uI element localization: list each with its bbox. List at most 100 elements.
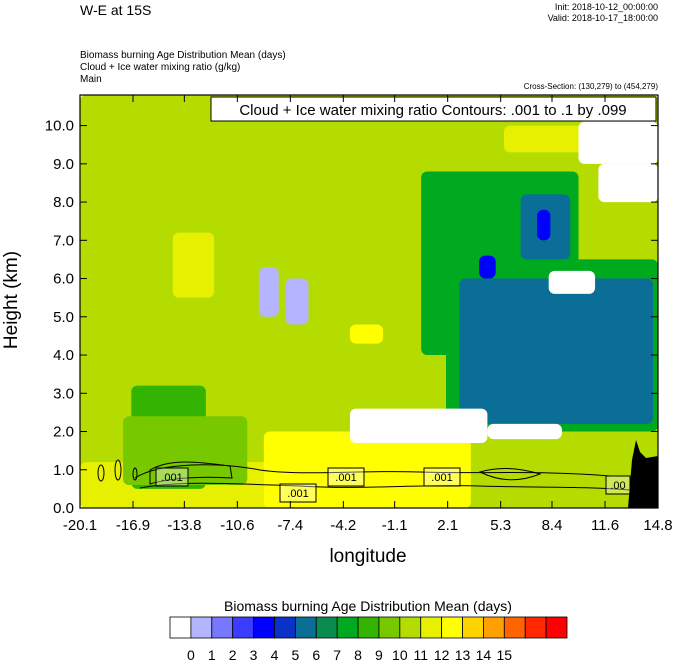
legend-color-box (545, 616, 568, 639)
contour-label-box (423, 467, 461, 487)
legend-color-box (190, 616, 213, 639)
cross-section-label: Cross-Section: (130,279) to (454,279) (523, 82, 658, 91)
heatmap-region (459, 278, 654, 424)
x-axis-label: longitude (329, 546, 406, 567)
y-tick-label: 9.0 (53, 156, 74, 173)
contour-line (149, 461, 233, 485)
y-axis-label: Height (km) (1, 251, 22, 349)
x-tick-label: -10.6 (220, 517, 254, 534)
legend-color-box (169, 616, 192, 639)
legend-level-label: 15 (497, 647, 513, 663)
field-description-1: Biomass burning Age Distribution Mean (d… (80, 50, 286, 61)
legend-level-label: 4 (271, 647, 279, 663)
legend-level-label: 9 (375, 647, 383, 663)
legend-color-box (336, 616, 359, 639)
contour-lines (97, 459, 631, 491)
x-tick-label: -1.1 (382, 517, 408, 534)
color-legend: 0 1 2 3 4 5 6 7 8 9 10 11 12 13 14 15 (169, 616, 568, 663)
legend-color-box (503, 616, 526, 639)
x-tick-label: 8.4 (542, 517, 563, 534)
contour-label-box (279, 483, 317, 503)
contour-line (134, 464, 611, 479)
field-description-3: Main (80, 74, 102, 85)
legend-color-box (357, 616, 380, 639)
contour-line (114, 459, 122, 481)
y-axis: 0.0 1.0 2.0 3.0 4.0 5.0 6.0 7.0 8.0 9.0 10.0 (45, 118, 658, 517)
legend-color-box (441, 616, 463, 639)
legend-level-label: 2 (229, 647, 237, 663)
heatmap-region (578, 121, 658, 164)
legend-color-box (315, 616, 338, 639)
legend-level-label: 13 (455, 647, 471, 663)
legend-color-box (232, 616, 254, 639)
legend-level-label: 8 (354, 647, 362, 663)
legend-level-label: 14 (476, 647, 492, 663)
heatmap-region (537, 209, 551, 241)
y-tick-label: 10.0 (45, 118, 74, 135)
heatmap-region (503, 125, 596, 153)
heatmap-region (349, 408, 488, 443)
heatmap-region (598, 163, 658, 203)
contour-info-box (210, 96, 657, 122)
page-title: W-E at 15S (80, 2, 152, 18)
y-tick-label: 5.0 (53, 309, 74, 326)
legend-color-box (399, 616, 422, 639)
legend-color-box (524, 616, 547, 639)
contour-label-box (605, 475, 631, 495)
y-tick-label: 8.0 (53, 194, 74, 211)
heatmap-region (548, 270, 596, 294)
x-tick-label: 5.3 (490, 517, 511, 534)
legend-title: Biomass burning Age Distribution Mean (d… (224, 598, 512, 614)
terrain-shape (628, 440, 658, 508)
y-tick-label: 2.0 (53, 424, 74, 441)
legend-color-box (462, 616, 484, 639)
heatmap-region (285, 278, 309, 325)
y-tick-label: 0.0 (53, 500, 74, 517)
x-tick-label: -4.2 (330, 517, 356, 534)
contour-labels: .001 .001 .001 .001 .00 (155, 467, 631, 503)
y-tick-label: 1.0 (53, 462, 74, 479)
legend-level-label: 1 (208, 647, 216, 663)
legend-level-label: 5 (291, 647, 299, 663)
x-tick-label: 14.8 (643, 517, 672, 534)
x-tick-label: -20.1 (63, 517, 97, 534)
y-tick-label: 3.0 (53, 385, 74, 402)
legend-color-box (420, 616, 443, 639)
x-tick-label: 11.6 (591, 517, 619, 534)
contour-label: .001 (287, 488, 308, 500)
contour-label: .00 (610, 480, 625, 492)
contour-label-box (155, 467, 189, 487)
x-tick-label: -7.4 (277, 517, 303, 534)
heatmap-region (479, 255, 496, 279)
contour-label: .001 (161, 472, 182, 484)
heatmap-region (487, 423, 562, 440)
contour-label: .001 (431, 472, 452, 484)
init-time-label: Init: 2018-10-12_00:00:00 (554, 2, 658, 12)
legend-color-box (211, 616, 234, 639)
legend-level-label: 3 (250, 647, 258, 663)
legend-level-label: 11 (413, 647, 428, 663)
legend-level-label: 7 (333, 647, 341, 663)
legend-level-label: 0 (187, 647, 195, 663)
legend-level-label: 12 (434, 647, 450, 663)
heatmap-regions (80, 95, 658, 508)
heatmap-region (172, 232, 215, 298)
legend-level-label: 10 (392, 647, 408, 663)
y-tick-label: 6.0 (53, 271, 74, 288)
contour-info-text: Cloud + Ice water mixing ratio Contours:… (239, 102, 626, 119)
contour-label-box (327, 467, 365, 487)
contour-line (132, 467, 138, 481)
legend-color-box (483, 616, 505, 639)
heatmap-region (349, 324, 384, 344)
contour-line (139, 482, 631, 491)
y-tick-label: 4.0 (53, 347, 74, 364)
legend-level-label: 6 (312, 647, 320, 663)
valid-time-label: Valid: 2018-10-17_18:00:00 (547, 13, 658, 23)
contour-line (478, 467, 542, 481)
legend-color-box (253, 616, 275, 639)
field-description-2: Cloud + Ice water mixing ratio (g/kg) (80, 62, 241, 73)
legend-color-box (294, 616, 317, 639)
x-tick-label: -16.9 (116, 517, 150, 534)
x-tick-label: 2.1 (437, 517, 458, 534)
